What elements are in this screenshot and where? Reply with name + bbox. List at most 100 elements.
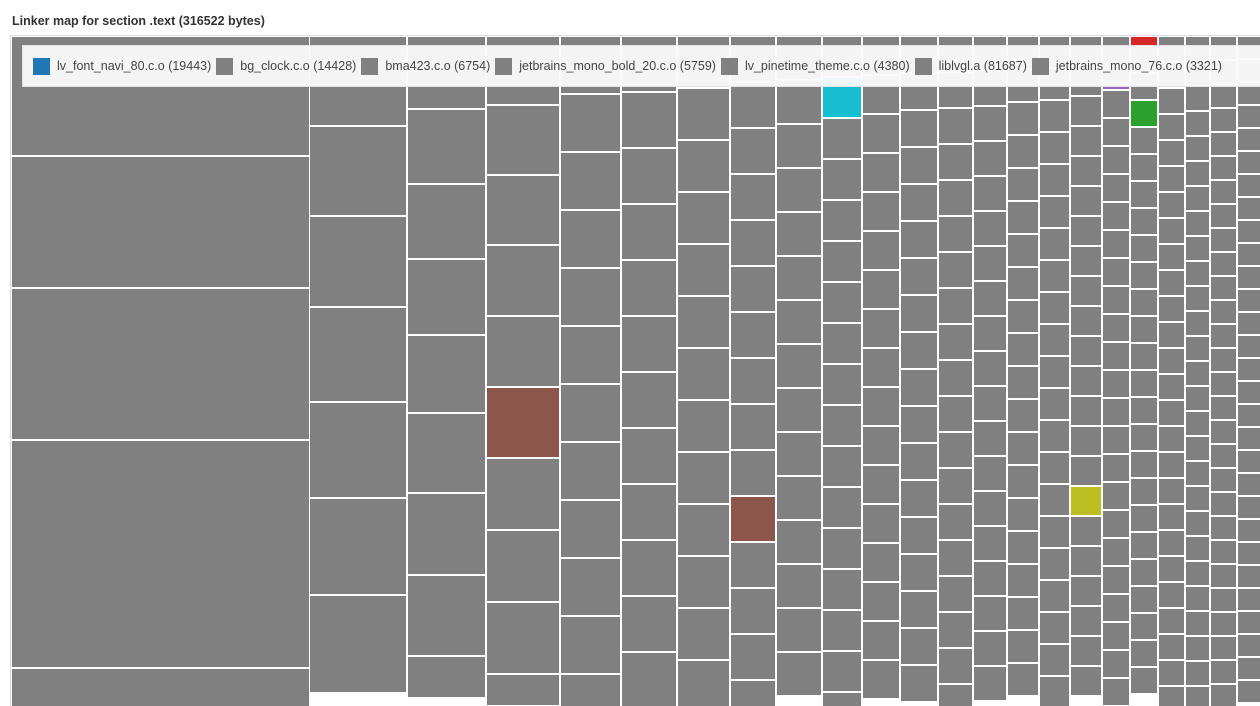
treemap-cell[interactable] <box>1159 89 1184 113</box>
treemap-cell[interactable] <box>622 373 676 427</box>
treemap-cell[interactable] <box>1103 623 1129 649</box>
treemap-cell[interactable] <box>777 433 821 475</box>
treemap-cell[interactable] <box>1131 209 1157 234</box>
treemap-cell[interactable] <box>1040 229 1069 259</box>
treemap-cell[interactable] <box>901 222 937 257</box>
treemap-cell[interactable] <box>408 185 485 258</box>
treemap-cell[interactable] <box>1211 613 1236 635</box>
treemap-cell[interactable] <box>863 115 899 152</box>
treemap-cell[interactable] <box>939 109 972 143</box>
treemap-cell[interactable] <box>863 661 899 698</box>
treemap-cell[interactable] <box>1103 399 1129 425</box>
legend-item[interactable]: bg_clock.c.o (14428) <box>216 57 356 75</box>
treemap-cell[interactable] <box>939 289 972 323</box>
treemap-cell[interactable] <box>863 466 899 503</box>
treemap-cell[interactable] <box>1103 511 1129 537</box>
treemap-cell[interactable] <box>731 129 775 173</box>
treemap-cell[interactable] <box>1159 557 1184 581</box>
treemap-cell[interactable] <box>1071 457 1101 485</box>
treemap-cell[interactable] <box>731 451 775 495</box>
treemap-cell[interactable] <box>1186 162 1209 185</box>
treemap-cell[interactable] <box>823 570 861 609</box>
treemap-cell[interactable] <box>901 148 937 183</box>
treemap-cell[interactable] <box>1238 83 1260 104</box>
treemap-cell[interactable] <box>1071 157 1101 185</box>
treemap-cell[interactable] <box>1103 315 1129 341</box>
treemap-cell[interactable] <box>1159 427 1184 451</box>
treemap-cell[interactable] <box>561 269 620 325</box>
treemap-cell[interactable] <box>1211 445 1236 467</box>
treemap-cell[interactable] <box>1131 668 1157 693</box>
treemap-cell[interactable] <box>1186 87 1209 110</box>
treemap-cell[interactable] <box>1040 485 1069 515</box>
treemap-cell[interactable] <box>1238 129 1260 150</box>
treemap-cell[interactable] <box>1103 91 1129 117</box>
treemap-cell[interactable] <box>939 181 972 215</box>
treemap-cell[interactable] <box>1186 512 1209 535</box>
treemap-cell[interactable] <box>901 555 937 590</box>
treemap-cell[interactable] <box>939 217 972 251</box>
treemap-cell[interactable] <box>12 669 309 706</box>
treemap-cell[interactable] <box>487 459 559 529</box>
treemap-cell[interactable] <box>487 106 559 174</box>
treemap-cell[interactable] <box>823 652 861 691</box>
treemap-cell[interactable] <box>1103 595 1129 621</box>
treemap-cell[interactable] <box>1008 598 1038 629</box>
treemap-cell[interactable] <box>1131 479 1157 504</box>
legend-item[interactable]: jetbrains_mono_bold_20.c.o (5759) <box>495 57 716 75</box>
treemap-cell[interactable] <box>1040 133 1069 163</box>
treemap-cell[interactable] <box>1186 537 1209 560</box>
treemap-cell[interactable] <box>1008 532 1038 563</box>
treemap-cell[interactable] <box>622 541 676 595</box>
treemap-cell[interactable] <box>1238 290 1260 311</box>
treemap-cell[interactable] <box>1008 169 1038 200</box>
treemap-cell[interactable] <box>939 613 972 647</box>
treemap-cell[interactable] <box>1186 687 1209 706</box>
treemap-cell[interactable] <box>1238 175 1260 196</box>
treemap-cell[interactable] <box>1040 389 1069 419</box>
treemap-cell[interactable] <box>408 110 485 183</box>
treemap-cell[interactable] <box>1186 587 1209 610</box>
treemap-cell[interactable] <box>901 296 937 331</box>
treemap-cell[interactable] <box>1040 517 1069 547</box>
treemap-cell[interactable] <box>939 649 972 683</box>
treemap-cell[interactable] <box>1159 635 1184 659</box>
treemap-cell[interactable] <box>1186 312 1209 335</box>
treemap-cell[interactable] <box>622 653 676 706</box>
treemap-cell[interactable] <box>974 317 1006 350</box>
treemap-cell[interactable] <box>678 245 729 295</box>
treemap-cell[interactable] <box>1211 541 1236 563</box>
treemap-cell[interactable] <box>1211 397 1236 419</box>
treemap-cell[interactable] <box>823 119 861 158</box>
treemap-cell[interactable] <box>939 505 972 539</box>
treemap-cell[interactable] <box>1040 453 1069 483</box>
treemap-cell[interactable] <box>1238 428 1260 449</box>
treemap-cell[interactable] <box>777 565 821 607</box>
treemap-cell[interactable] <box>731 221 775 265</box>
treemap-cell[interactable] <box>1159 687 1184 706</box>
treemap-cell[interactable] <box>974 422 1006 455</box>
treemap-cell[interactable] <box>1186 637 1209 660</box>
treemap-cell[interactable] <box>1211 565 1236 587</box>
treemap-cell[interactable] <box>863 232 899 269</box>
treemap-cell[interactable] <box>1238 359 1260 380</box>
treemap-cell[interactable] <box>863 505 899 542</box>
treemap-cell[interactable] <box>939 469 972 503</box>
treemap-cell[interactable] <box>974 142 1006 175</box>
treemap-cell[interactable] <box>1211 493 1236 515</box>
treemap-cell[interactable] <box>12 289 309 439</box>
treemap-cell[interactable] <box>1040 101 1069 131</box>
treemap-cell[interactable] <box>1103 679 1129 705</box>
treemap-cell[interactable] <box>1071 547 1101 575</box>
treemap-cell[interactable] <box>408 494 485 574</box>
treemap-cell[interactable] <box>777 81 821 123</box>
treemap-cell[interactable] <box>487 317 559 386</box>
treemap-cell[interactable] <box>1071 427 1101 455</box>
treemap-cell[interactable] <box>974 597 1006 630</box>
treemap-cell[interactable] <box>1131 101 1157 126</box>
treemap-cell[interactable] <box>1008 400 1038 431</box>
treemap-cell[interactable] <box>731 83 775 127</box>
treemap-cell[interactable] <box>939 325 972 359</box>
treemap-cell[interactable] <box>1040 165 1069 195</box>
treemap-cell[interactable] <box>823 160 861 199</box>
